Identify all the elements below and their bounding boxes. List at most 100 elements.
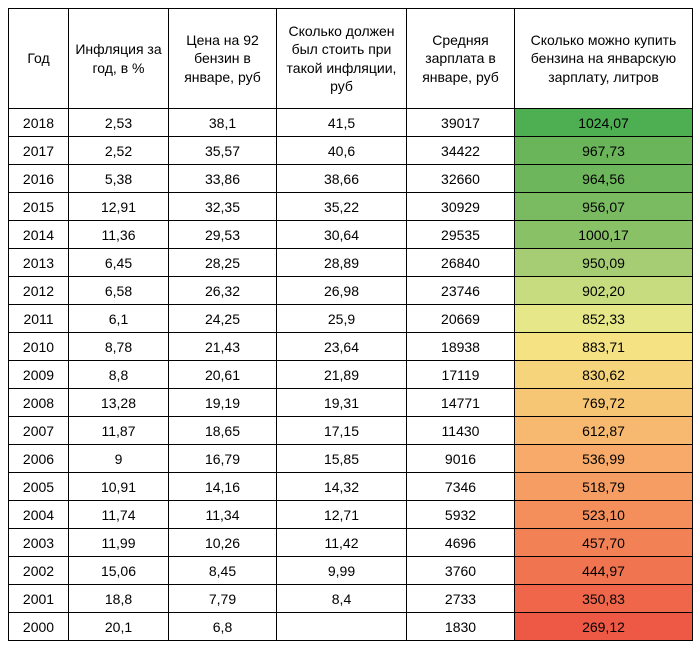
cell-year: 2011: [9, 305, 69, 333]
cell-price92: 20,61: [169, 361, 277, 389]
cell-liters: 902,20: [515, 277, 693, 305]
cell-should_cost: 26,98: [277, 277, 407, 305]
cell-should_cost: 19,31: [277, 389, 407, 417]
table-row: 201512,9132,3535,2230929956,07: [9, 193, 693, 221]
cell-should_cost: 25,9: [277, 305, 407, 333]
cell-salary: 9016: [407, 445, 515, 473]
cell-should_cost: 9,99: [277, 557, 407, 585]
cell-liters: 269,12: [515, 613, 693, 641]
cell-inflation: 2,53: [69, 109, 169, 137]
table-row: 20182,5338,141,5390171024,07: [9, 109, 693, 137]
cell-year: 2012: [9, 277, 69, 305]
cell-liters: 1000,17: [515, 221, 693, 249]
cell-should_cost: 41,5: [277, 109, 407, 137]
cell-year: 2001: [9, 585, 69, 613]
cell-salary: 29535: [407, 221, 515, 249]
table-row: 20126,5826,3226,9823746902,20: [9, 277, 693, 305]
col-header-liters: Сколько можно купить бензина на январску…: [515, 9, 693, 109]
cell-price92: 18,65: [169, 417, 277, 445]
table-row: 200711,8718,6517,1511430612,87: [9, 417, 693, 445]
cell-price92: 21,43: [169, 333, 277, 361]
cell-inflation: 20,1: [69, 613, 169, 641]
cell-liters: 518,79: [515, 473, 693, 501]
cell-year: 2000: [9, 613, 69, 641]
cell-year: 2018: [9, 109, 69, 137]
table-row: 200813,2819,1919,3114771769,72: [9, 389, 693, 417]
cell-liters: 964,56: [515, 165, 693, 193]
col-header-should_cost: Сколько должен был стоить при такой инфл…: [277, 9, 407, 109]
cell-price92: 29,53: [169, 221, 277, 249]
cell-liters: 444,97: [515, 557, 693, 585]
cell-liters: 523,10: [515, 501, 693, 529]
cell-year: 2007: [9, 417, 69, 445]
cell-inflation: 13,28: [69, 389, 169, 417]
cell-price92: 11,34: [169, 501, 277, 529]
cell-salary: 7346: [407, 473, 515, 501]
cell-should_cost: 30,64: [277, 221, 407, 249]
table-row: 20108,7821,4323,6418938883,71: [9, 333, 693, 361]
col-header-salary: Средняя зарплата в январе, руб: [407, 9, 515, 109]
cell-price92: 6,8: [169, 613, 277, 641]
col-header-year: Год: [9, 9, 69, 109]
cell-price92: 10,26: [169, 529, 277, 557]
cell-inflation: 6,45: [69, 249, 169, 277]
cell-year: 2009: [9, 361, 69, 389]
table-row: 20136,4528,2528,8926840950,09: [9, 249, 693, 277]
cell-inflation: 18,8: [69, 585, 169, 613]
cell-liters: 883,71: [515, 333, 693, 361]
cell-should_cost: 28,89: [277, 249, 407, 277]
table-row: 20116,124,2525,920669852,33: [9, 305, 693, 333]
cell-should_cost: 12,71: [277, 501, 407, 529]
cell-inflation: 11,74: [69, 501, 169, 529]
cell-should_cost: 21,89: [277, 361, 407, 389]
cell-should_cost: 23,64: [277, 333, 407, 361]
cell-liters: 956,07: [515, 193, 693, 221]
cell-price92: 38,1: [169, 109, 277, 137]
cell-year: 2010: [9, 333, 69, 361]
cell-price92: 19,19: [169, 389, 277, 417]
cell-inflation: 11,99: [69, 529, 169, 557]
cell-year: 2014: [9, 221, 69, 249]
cell-inflation: 6,1: [69, 305, 169, 333]
cell-salary: 1830: [407, 613, 515, 641]
cell-liters: 967,73: [515, 137, 693, 165]
cell-year: 2002: [9, 557, 69, 585]
table-row: 20098,820,6121,8917119830,62: [9, 361, 693, 389]
cell-price92: 33,86: [169, 165, 277, 193]
cell-salary: 5932: [407, 501, 515, 529]
table-row: 200311,9910,2611,424696457,70: [9, 529, 693, 557]
cell-year: 2005: [9, 473, 69, 501]
cell-year: 2015: [9, 193, 69, 221]
cell-price92: 35,57: [169, 137, 277, 165]
cell-liters: 769,72: [515, 389, 693, 417]
cell-should_cost: 35,22: [277, 193, 407, 221]
cell-price92: 16,79: [169, 445, 277, 473]
cell-liters: 852,33: [515, 305, 693, 333]
cell-salary: 39017: [407, 109, 515, 137]
cell-salary: 23746: [407, 277, 515, 305]
cell-should_cost: 8,4: [277, 585, 407, 613]
cell-should_cost: 38,66: [277, 165, 407, 193]
cell-year: 2017: [9, 137, 69, 165]
cell-price92: 7,79: [169, 585, 277, 613]
cell-salary: 18938: [407, 333, 515, 361]
table-row: 200411,7411,3412,715932523,10: [9, 501, 693, 529]
table-row: 200020,16,8 1830269,12: [9, 613, 693, 641]
cell-price92: 32,35: [169, 193, 277, 221]
cell-price92: 26,32: [169, 277, 277, 305]
cell-liters: 1024,07: [515, 109, 693, 137]
cell-salary: 34422: [407, 137, 515, 165]
table-header-row: ГодИнфляция за год, в %Цена на 92 бензин…: [9, 9, 693, 109]
cell-salary: 30929: [407, 193, 515, 221]
cell-should_cost: 15,85: [277, 445, 407, 473]
cell-price92: 8,45: [169, 557, 277, 585]
cell-year: 2016: [9, 165, 69, 193]
cell-inflation: 11,36: [69, 221, 169, 249]
table-row: 200510,9114,1614,327346518,79: [9, 473, 693, 501]
gasoline-inflation-table: ГодИнфляция за год, в %Цена на 92 бензин…: [8, 8, 693, 641]
cell-should_cost: 17,15: [277, 417, 407, 445]
cell-should_cost: 14,32: [277, 473, 407, 501]
table-row: 20165,3833,8638,6632660964,56: [9, 165, 693, 193]
cell-salary: 4696: [407, 529, 515, 557]
table-row: 20172,5235,5740,634422967,73: [9, 137, 693, 165]
